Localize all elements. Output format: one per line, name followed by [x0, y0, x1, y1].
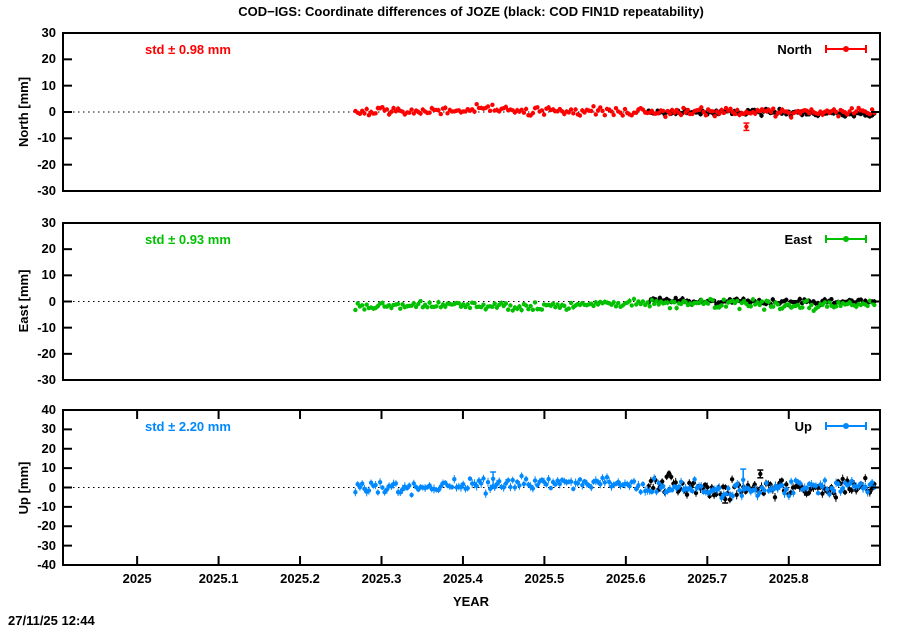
- x-tick-label: 2025.1: [198, 571, 239, 586]
- y-tick-label: -40: [37, 557, 56, 572]
- x-tick-label: 2025: [122, 571, 152, 586]
- y-tick-label: 0: [48, 293, 56, 309]
- x-tick-label: 2025.2: [280, 571, 320, 586]
- legend-marker-east: [825, 235, 867, 243]
- y-tick-label: 10: [41, 267, 56, 283]
- y-tick-label: 30: [41, 215, 56, 230]
- y-tick-label: 30: [41, 421, 56, 437]
- std-annotation-up: std ± 2.20 mm: [145, 419, 231, 434]
- y-tick-label: 10: [41, 77, 56, 93]
- chart-title: COD−IGS: Coordinate differences of JOZE …: [238, 4, 704, 19]
- y-tick-label: -30: [37, 537, 56, 553]
- x-tick-label: 2025.6: [605, 571, 646, 586]
- legend-label-north: North: [777, 42, 812, 57]
- legend-marker-north: [825, 45, 867, 53]
- y-tick-label: -30: [37, 183, 56, 198]
- series-points-east: [353, 296, 877, 313]
- y-tick-label: -20: [37, 518, 56, 534]
- y-tick-label: 10: [41, 460, 56, 476]
- y-tick-label: 20: [41, 51, 56, 67]
- x-axis-title: YEAR: [452, 594, 490, 609]
- legend-label-up: Up: [794, 419, 812, 434]
- std-annotation-east: std ± 0.93 mm: [145, 232, 231, 247]
- x-tick-label: 2025.7: [687, 571, 728, 586]
- y-tick-label: 0: [48, 104, 56, 119]
- y-tick-label: -10: [37, 498, 56, 514]
- legend-marker-up: [825, 422, 867, 430]
- y-tick-label: 20: [41, 241, 56, 257]
- x-tick-label: 2025.3: [361, 571, 402, 586]
- y-tick-label: -20: [37, 156, 56, 172]
- series-points-up: [353, 468, 877, 502]
- legend-label-east: East: [784, 232, 812, 247]
- y-tick-label: 30: [41, 25, 56, 40]
- y-tick-label: 20: [41, 440, 56, 456]
- x-tick-label: 2025.4: [443, 571, 483, 586]
- plot-timestamp: 27/11/25 12:44: [8, 613, 95, 628]
- std-annotation-north: std ± 0.98 mm: [145, 42, 231, 57]
- y-tick-label: -10: [37, 130, 56, 146]
- x-tick-label: 2025.8: [768, 571, 809, 586]
- x-tick-label: 2025.5: [524, 571, 565, 586]
- y-tick-label: -20: [37, 345, 56, 361]
- y-tick-label: -30: [37, 372, 56, 387]
- series-points-north: [353, 102, 877, 132]
- y-tick-label: 40: [41, 402, 56, 417]
- panel-north: [62, 32, 881, 192]
- panel-up: [62, 409, 881, 566]
- panel-east: [62, 222, 881, 381]
- y-tick-label: -10: [37, 319, 56, 335]
- y-tick-label: 0: [48, 479, 56, 495]
